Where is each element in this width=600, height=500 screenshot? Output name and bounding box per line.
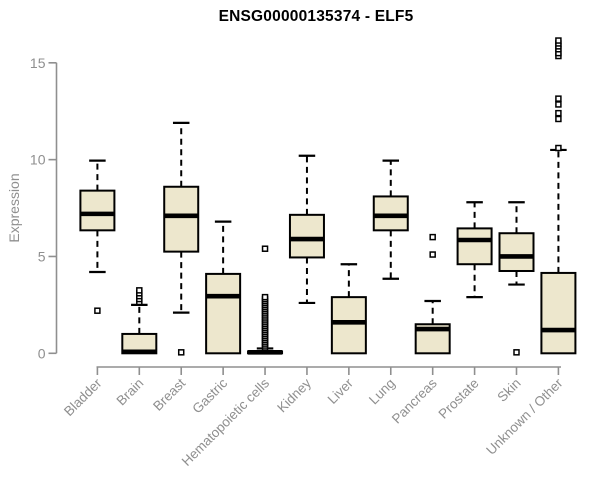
box-group bbox=[205, 220, 242, 355]
y-axis-title: Expression bbox=[6, 173, 22, 243]
outlier-point bbox=[429, 233, 436, 241]
box-group bbox=[330, 263, 367, 355]
box-group bbox=[414, 233, 451, 355]
y-tick-label: 0 bbox=[38, 345, 46, 361]
box-iqr bbox=[288, 213, 325, 259]
box-iqr bbox=[498, 232, 535, 272]
x-tick-label: Gastric bbox=[189, 375, 230, 416]
box-iqr bbox=[372, 195, 409, 232]
box-group bbox=[540, 37, 577, 355]
box-group bbox=[121, 287, 158, 355]
x-tick-label: Breast bbox=[150, 375, 188, 413]
x-tick-label: Prostate bbox=[436, 376, 482, 422]
outlier-point bbox=[555, 115, 562, 123]
box-iqr bbox=[163, 185, 200, 253]
outlier-point bbox=[555, 101, 562, 108]
x-tick-label: Bladder bbox=[61, 375, 105, 419]
x-tick-label: Lung bbox=[366, 376, 398, 408]
outlier-point bbox=[555, 144, 562, 152]
x-tick-label: Unknown / Other bbox=[483, 375, 566, 458]
x-tick-label: Brain bbox=[114, 376, 147, 409]
box-group bbox=[456, 201, 493, 299]
outlier-point bbox=[555, 95, 562, 102]
box-iqr bbox=[79, 189, 116, 232]
outlier-point bbox=[94, 307, 101, 314]
outlier-point bbox=[429, 251, 436, 258]
outlier-point bbox=[555, 37, 562, 44]
x-tick-label: Kidney bbox=[274, 375, 314, 415]
outlier-point bbox=[513, 349, 520, 356]
box-iqr bbox=[456, 227, 493, 266]
box-iqr bbox=[205, 272, 242, 355]
outlier-point bbox=[555, 109, 562, 117]
box-iqr bbox=[330, 296, 367, 355]
outlier-point bbox=[261, 293, 269, 301]
chart-title: ENSG00000135374 - ELF5 bbox=[218, 8, 414, 25]
outlier-point bbox=[261, 245, 269, 252]
box-group bbox=[163, 121, 200, 356]
y-tick-label: 5 bbox=[38, 248, 46, 264]
outlier-point bbox=[136, 287, 143, 294]
y-tick-label: 10 bbox=[30, 152, 46, 168]
box-iqr bbox=[540, 271, 577, 355]
outlier-point bbox=[177, 349, 185, 356]
box-group bbox=[288, 154, 325, 305]
x-tick-label: Pancreas bbox=[389, 375, 440, 426]
y-tick-label: 15 bbox=[30, 55, 46, 71]
box-group bbox=[372, 159, 409, 280]
box-group bbox=[247, 245, 284, 355]
box-group bbox=[498, 201, 535, 356]
x-tick-label: Liver bbox=[325, 375, 357, 407]
box-group bbox=[79, 159, 116, 314]
x-tick-label: Skin bbox=[494, 376, 523, 405]
